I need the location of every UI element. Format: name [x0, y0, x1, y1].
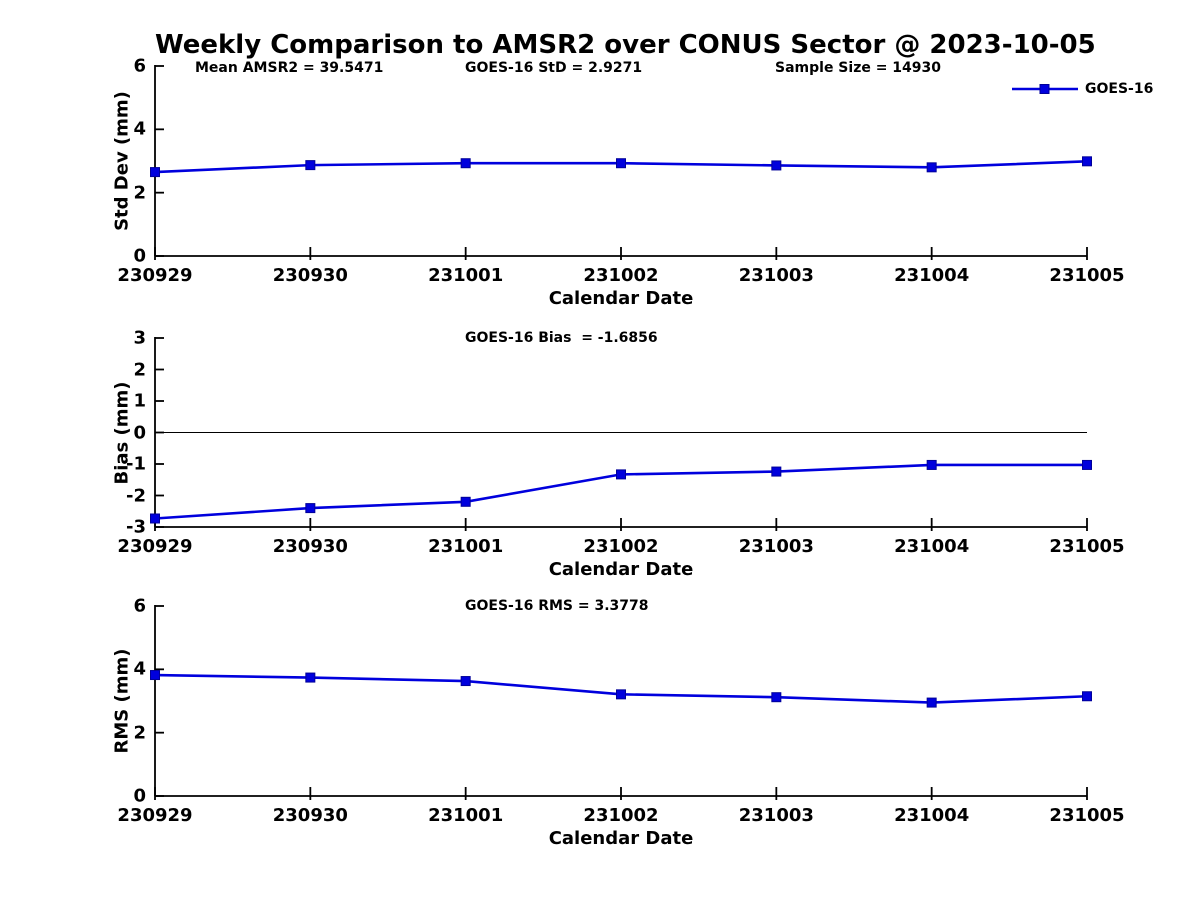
y-tick-label: 6 [133, 55, 146, 77]
y-tick-label: 3 [133, 327, 146, 349]
x-tick-label: 231004 [894, 805, 970, 826]
y-tick-label: 1 [133, 390, 146, 412]
x-tick-label: 230929 [117, 805, 193, 826]
data-point-marker [1082, 691, 1092, 702]
x-tick-label: 230930 [272, 536, 348, 557]
data-point-marker [616, 689, 626, 700]
y-tick-label: 2 [133, 182, 146, 204]
figure-title: Weekly Comparison to AMSR2 over CONUS Se… [155, 30, 1096, 60]
data-point-marker [305, 160, 316, 171]
y-tick-label: 2 [133, 722, 146, 744]
x-tick-label: 231003 [738, 265, 814, 286]
data-point-marker [305, 503, 316, 514]
data-point-marker [460, 158, 471, 169]
x-tick-label: 231005 [1049, 265, 1125, 286]
data-point-marker [150, 167, 160, 178]
x-tick-label: 230929 [117, 265, 193, 286]
x-tick-label: 231001 [428, 536, 504, 557]
data-point-marker [460, 496, 471, 507]
data-point-marker [150, 513, 160, 524]
x-tick-label: 231005 [1049, 805, 1125, 826]
data-point-marker [1082, 156, 1092, 167]
x-tick-label: 230930 [272, 805, 348, 826]
data-point-marker [771, 692, 782, 703]
x-tick-label: 231003 [738, 805, 814, 826]
y-tick-label: 4 [133, 118, 146, 140]
data-point-marker [1082, 459, 1092, 470]
y-tick-label: 6 [133, 595, 146, 617]
data-point-marker [616, 158, 626, 169]
data-point-marker [926, 697, 937, 708]
y-tick-label: -1 [126, 453, 146, 475]
annotation-goes16-rms: GOES-16 RMS = 3.3778 [465, 598, 649, 614]
data-point-marker [150, 670, 160, 681]
x-tick-label: 231001 [428, 805, 504, 826]
x-axis-label-bias: Calendar Date [548, 559, 694, 580]
legend: GOES-16 [1012, 81, 1153, 97]
y-tick-label: 0 [133, 785, 146, 807]
x-tick-label: 231001 [428, 265, 504, 286]
annotation-sample-size: Sample Size = 14930 [775, 60, 942, 76]
x-axis-label-stddev: Calendar Date [548, 288, 694, 309]
legend-line-swatch [1012, 84, 1078, 94]
y-tick-label: 4 [133, 658, 146, 680]
data-point-marker [305, 672, 316, 683]
data-point-marker [771, 160, 782, 171]
data-point-marker [460, 676, 471, 687]
data-point-marker [771, 466, 782, 477]
x-tick-label: 231003 [738, 536, 814, 557]
annotation-mean-amsr2: Mean AMSR2 = 39.5471 [195, 60, 384, 76]
y-tick-label: 0 [133, 245, 146, 267]
x-tick-label: 231004 [894, 536, 970, 557]
data-point-marker [926, 459, 937, 470]
x-tick-label: 231005 [1049, 536, 1125, 557]
legend-label: GOES-16 [1085, 81, 1154, 97]
data-point-marker [616, 469, 626, 480]
y-tick-label: -3 [126, 516, 146, 538]
x-tick-label: 230930 [272, 265, 348, 286]
x-tick-label: 231002 [583, 805, 659, 826]
x-axis-label-rms: Calendar Date [548, 828, 694, 849]
annotation-goes16-std: GOES-16 StD = 2.9271 [465, 60, 643, 76]
x-tick-label: 231004 [894, 265, 970, 286]
x-tick-label: 230929 [117, 536, 193, 557]
y-tick-label: -2 [126, 485, 146, 506]
x-tick-label: 231002 [583, 265, 659, 286]
x-tick-label: 231002 [583, 536, 659, 557]
annotation-goes16-bias: GOES-16 Bias = -1.6856 [465, 330, 658, 346]
data-point-marker [926, 162, 937, 173]
y-tick-label: 0 [133, 422, 146, 443]
y-tick-label: 2 [133, 359, 146, 380]
